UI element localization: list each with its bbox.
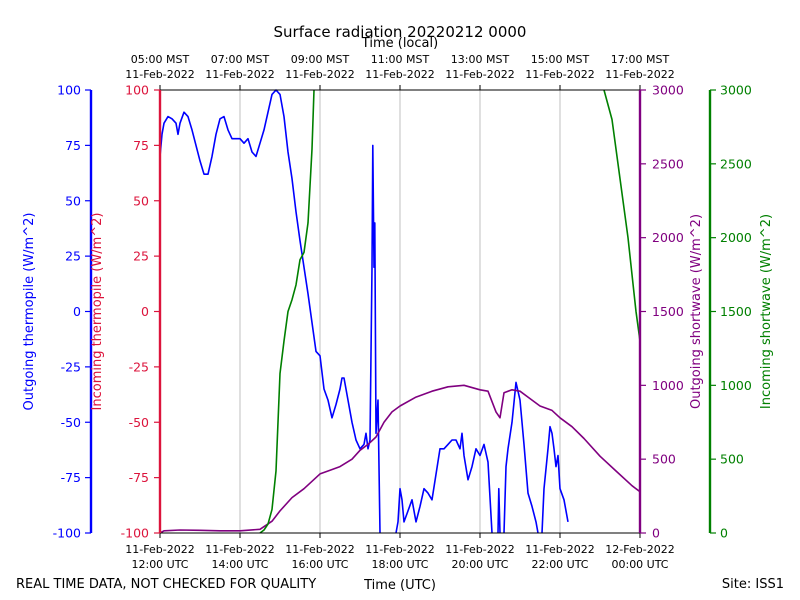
bottom-tick-date: 11-Feb-2022: [445, 543, 514, 556]
y-axis-title: Incoming shortwave (W/m^2): [759, 214, 774, 409]
y-tick-label: -100: [53, 526, 81, 541]
y-tick-label: 0: [720, 526, 728, 541]
bottom-tick-date: 11-Feb-2022: [125, 543, 194, 556]
footer-site: Site: ISS1: [722, 577, 784, 592]
y-tick-label: 2500: [720, 156, 752, 171]
top-tick-date: 11-Feb-2022: [365, 68, 434, 81]
top-tick-date: 11-Feb-2022: [525, 68, 594, 81]
top-tick-date: 11-Feb-2022: [285, 68, 354, 81]
bottom-tick-time: 20:00 UTC: [451, 558, 508, 571]
y-axis-title: Incoming thermopile (W/m^2): [90, 213, 105, 411]
top-tick-date: 11-Feb-2022: [205, 68, 274, 81]
y-tick-label: 25: [65, 249, 81, 264]
top-tick-time: 09:00 MST: [291, 53, 350, 66]
x-axis-label: Time (UTC): [363, 578, 436, 593]
bottom-tick-date: 11-Feb-2022: [365, 543, 434, 556]
series-1: [159, 384, 641, 534]
y-tick-label: 1500: [720, 304, 752, 319]
grid-lines: [239, 90, 561, 533]
y-axis-title: Outgoing shortwave (W/m^2): [689, 214, 704, 409]
y-tick-label: 1000: [720, 378, 752, 393]
series-line: [395, 432, 493, 534]
series-line: [497, 487, 501, 534]
y-tick-label: 0: [141, 304, 149, 319]
y-tick-label: 500: [720, 452, 744, 467]
footer-quality-note: REAL TIME DATA, NOT CHECKED FOR QUALITY: [16, 577, 316, 592]
bottom-tick-date: 11-Feb-2022: [205, 543, 274, 556]
y-tick-label: 100: [125, 83, 149, 98]
series-line: [541, 425, 569, 534]
top-tick-date: 11-Feb-2022: [445, 68, 514, 81]
top-tick-date: 11-Feb-2022: [125, 68, 194, 81]
y-tick-label: 3000: [720, 83, 752, 98]
y-axis-title: Outgoing thermopile (W/m^2): [22, 213, 37, 411]
series-2: [259, 89, 641, 534]
bottom-tick-time: 12:00 UTC: [131, 558, 188, 571]
top-axis-label: Time (local): [361, 36, 438, 51]
y-tick-label: -25: [129, 359, 149, 374]
y-tick-label: 2000: [720, 230, 752, 245]
y-tick-label: 2500: [652, 156, 684, 171]
series-line: [259, 89, 315, 534]
axes: 11-Feb-2022 12:00 UTC 11-Feb-2022 14:00 UTC…: [22, 53, 774, 571]
bottom-tick-time: 18:00 UTC: [371, 558, 428, 571]
y-tick-label: -50: [61, 415, 81, 430]
bottom-tick-time: 14:00 UTC: [211, 558, 268, 571]
y-tick-label: 75: [65, 138, 81, 153]
y-tick-label: 2000: [652, 230, 684, 245]
bottom-tick-time: 16:00 UTC: [291, 558, 348, 571]
y-tick-label: 50: [65, 193, 81, 208]
y-axis-1: -100 -75 -50 -25 0 25 50 75 100 Incoming thermopi…: [90, 83, 162, 541]
bottom-tick-date: 11-Feb-2022: [525, 543, 594, 556]
top-tick-time: 13:00 MST: [451, 53, 510, 66]
top-tick-time: 05:00 MST: [131, 53, 190, 66]
top-tick-time: 17:00 MST: [611, 53, 670, 66]
y-axis-0: -100 -75 -50 -25 0 25 50 75 100 Outgoing thermopi…: [22, 83, 93, 541]
y-tick-label: 100: [57, 83, 81, 98]
y-tick-label: 75: [133, 138, 149, 153]
y-tick-label: 3000: [652, 83, 684, 98]
y-tick-label: 25: [133, 249, 149, 264]
series-line: [503, 381, 539, 534]
data-series: [159, 89, 641, 534]
y-tick-label: 50: [133, 193, 149, 208]
top-tick-time: 07:00 MST: [211, 53, 270, 66]
series-line: [159, 384, 641, 534]
y-tick-label: 1500: [652, 304, 684, 319]
bottom-tick-date: 11-Feb-2022: [285, 543, 354, 556]
series-0: [159, 89, 569, 534]
y-tick-label: 0: [652, 526, 660, 541]
chart-title: Surface radiation 20220212 0000: [274, 23, 527, 41]
y-tick-label: -100: [121, 526, 149, 541]
top-tick-date: 11-Feb-2022: [605, 68, 674, 81]
y-tick-label: -50: [129, 415, 149, 430]
y-tick-label: 500: [652, 452, 676, 467]
top-tick-time: 15:00 MST: [531, 53, 590, 66]
y-tick-label: 0: [73, 304, 81, 319]
y-axis-3: 0 500 1000 1500 2000 2500 3000 Incoming shortwa…: [708, 83, 774, 541]
bottom-tick-time: 22:00 UTC: [531, 558, 588, 571]
y-tick-label: 1000: [652, 378, 684, 393]
y-axis-2: 0 500 1000 1500 2000 2500 3000 Outgoing shortwa…: [638, 83, 704, 541]
series-line: [159, 89, 381, 534]
y-tick-label: -75: [129, 470, 149, 485]
series-line: [603, 89, 641, 342]
bottom-tick-date: 12-Feb-2022: [605, 543, 674, 556]
y-tick-label: -25: [61, 359, 81, 374]
top-tick-time: 11:00 MST: [371, 53, 430, 66]
y-tick-label: -75: [61, 470, 81, 485]
bottom-tick-time: 00:00 UTC: [611, 558, 668, 571]
